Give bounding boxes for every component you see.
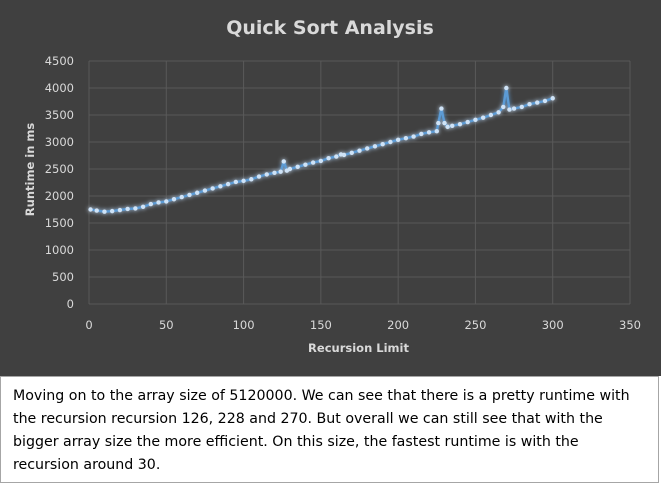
series-group	[88, 85, 555, 214]
data-point	[281, 159, 286, 164]
x-tick-label: 250	[464, 318, 486, 332]
data-point	[318, 158, 324, 164]
x-tick-label: 350	[619, 318, 641, 332]
chart-title: Quick Sort Analysis	[226, 17, 434, 39]
y-tick-label: 2000	[45, 189, 74, 203]
y-tick-label: 4500	[45, 54, 74, 68]
data-point	[218, 184, 223, 189]
data-point	[287, 166, 293, 172]
series-line	[89, 86, 554, 213]
y-tick-label: 2500	[45, 162, 74, 176]
data-point	[133, 206, 138, 211]
data-point	[171, 197, 177, 202]
x-tick-label: 300	[542, 318, 564, 332]
data-point	[94, 208, 99, 213]
data-point	[341, 152, 347, 158]
y-tick-label: 1500	[45, 216, 74, 230]
data-point	[109, 208, 115, 214]
data-point	[187, 192, 192, 198]
data-point	[249, 177, 254, 182]
data-point	[225, 181, 231, 187]
data-point	[527, 102, 532, 107]
data-point	[179, 194, 184, 200]
data-point	[164, 199, 169, 204]
x-axis-label: Recursion Limit	[308, 341, 409, 355]
data-point	[256, 174, 262, 179]
data-point	[125, 206, 130, 212]
data-point	[365, 146, 370, 151]
data-point	[496, 110, 501, 115]
data-point	[535, 100, 540, 105]
data-point	[442, 120, 447, 126]
data-point	[310, 160, 316, 165]
data-point	[419, 131, 424, 137]
data-point	[88, 207, 93, 212]
data-point	[210, 186, 215, 191]
chart-area: Quick Sort Analysis 0 500 1000 1500 2000 2500 3…	[0, 0, 661, 376]
data-point	[465, 119, 470, 125]
data-point	[507, 107, 512, 112]
data-point	[395, 137, 401, 143]
data-point	[372, 144, 378, 149]
data-point	[550, 96, 555, 101]
data-point	[326, 156, 331, 161]
y-tick-label: 0	[67, 297, 74, 311]
data-point	[519, 104, 524, 110]
data-point	[504, 85, 509, 91]
data-point	[488, 112, 494, 118]
data-point	[450, 123, 455, 128]
line-chart: Quick Sort Analysis050010001500200025003…	[23, 17, 641, 355]
data-point	[480, 115, 486, 120]
data-point	[278, 169, 283, 174]
x-tick-label: 100	[233, 318, 255, 332]
data-point	[349, 150, 354, 155]
data-point	[445, 124, 450, 130]
y-tick-label: 3000	[45, 135, 74, 149]
data-point	[426, 130, 432, 135]
x-tick-label: 50	[159, 318, 174, 332]
data-point	[140, 204, 146, 209]
data-point	[434, 129, 439, 134]
data-point	[202, 188, 208, 193]
data-point	[501, 104, 506, 110]
analysis-caption: Moving on to the array size of 5120000. …	[0, 376, 659, 483]
data-point	[473, 117, 478, 123]
y-tick-label: 1000	[45, 243, 74, 257]
data-point	[457, 121, 463, 127]
data-point	[156, 200, 161, 205]
data-point	[303, 162, 308, 167]
data-point	[241, 178, 246, 184]
y-tick-label: 4000	[45, 81, 74, 95]
caption-text: Moving on to the array size of 5120000. …	[13, 388, 630, 473]
x-tick-label: 200	[387, 318, 409, 332]
x-tick-label: 150	[310, 318, 332, 332]
data-point	[436, 120, 441, 126]
data-point	[195, 190, 200, 195]
data-point	[411, 134, 416, 139]
data-point	[439, 106, 444, 111]
data-point	[380, 141, 385, 147]
data-point	[264, 172, 269, 177]
data-point	[117, 207, 123, 213]
data-point	[511, 106, 517, 111]
y-tick-label: 500	[52, 270, 74, 284]
y-axis-label: Runtime in ms	[23, 123, 37, 217]
data-point	[542, 98, 548, 104]
x-tick-label: 0	[85, 318, 92, 332]
data-point	[233, 179, 239, 185]
data-point	[357, 148, 362, 153]
data-point	[334, 154, 339, 159]
data-point	[295, 164, 300, 170]
data-point	[102, 209, 107, 214]
data-point	[388, 139, 393, 145]
data-point	[148, 201, 154, 207]
y-tick-label: 3500	[45, 108, 74, 122]
data-point	[403, 136, 409, 141]
data-point	[272, 170, 277, 175]
